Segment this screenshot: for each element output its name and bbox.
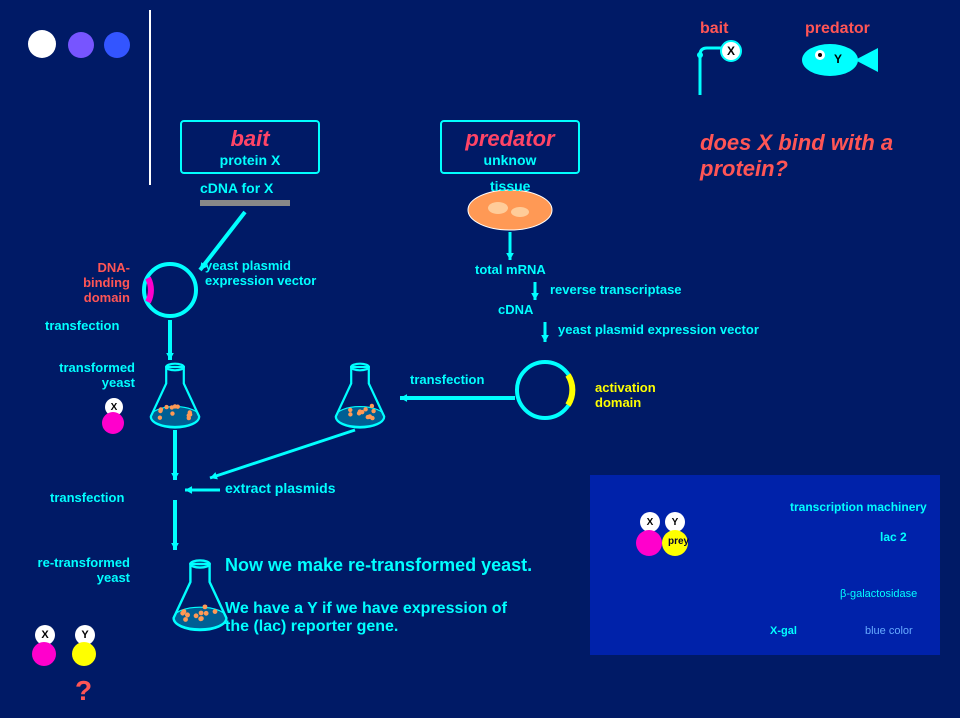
predator-title: predator <box>454 126 566 152</box>
x-bait-icon: X <box>720 40 742 62</box>
bottom-text-1: Now we make re-transformed yeast. <box>225 555 532 576</box>
magenta-dot-2 <box>32 642 56 666</box>
panel-y: Y <box>665 512 685 532</box>
panel-prey-label: prey <box>668 536 689 547</box>
panel-x: X <box>640 512 660 532</box>
decor-circle-blue <box>104 32 130 58</box>
yeast-plasmid-label-2: yeast plasmid expression vector <box>558 322 759 337</box>
re-transformed-yeast-label: re-transformed yeast <box>10 555 130 585</box>
dna-binding-domain-label: DNA- binding domain <box>50 260 130 305</box>
bait-title: bait <box>194 126 306 152</box>
extract-plasmids-label: extract plasmids <box>225 480 336 496</box>
blue-color-label: blue color <box>865 625 913 637</box>
decor-circle-white <box>28 30 56 58</box>
bait-sub: protein X <box>194 152 306 168</box>
transcription-machinery-label: transcription machinery <box>790 500 927 514</box>
y-fish-label: Y <box>834 52 842 66</box>
question-text: does X bind with a protein? <box>700 130 920 182</box>
xgal-label: X-gal <box>770 625 797 637</box>
predator-label-small: predator <box>805 20 870 38</box>
predator-sub: unknow <box>454 152 566 168</box>
bait-box: baitprotein X <box>180 120 320 174</box>
magenta-dot-1 <box>102 412 124 434</box>
total-mrna-label: total mRNA <box>475 262 546 277</box>
transformed-yeast-label: transformed yeast <box>35 360 135 390</box>
transfection-label-2: transfection <box>50 490 124 505</box>
transfection-label-1: transfection <box>45 318 119 333</box>
activation-domain-label: activation domain <box>595 380 685 410</box>
predator-box: predatorunknow <box>440 120 580 174</box>
tissue-label: tissue <box>490 178 530 194</box>
beta-gal-label: β-galactosidase <box>840 588 917 600</box>
cdna-for-x-label: cDNA for X <box>200 180 273 196</box>
decor-circle-purple <box>68 32 94 58</box>
yellow-dot-2 <box>72 642 96 666</box>
lac2-label: lac 2 <box>880 530 907 544</box>
question-mark: ? <box>75 675 92 707</box>
transfection-label-3: transfection <box>410 372 484 387</box>
reverse-transcriptase-label: reverse transcriptase <box>550 282 682 297</box>
yeast-plasmid-label-1: yeast plasmid expression vector <box>205 258 345 288</box>
cdna-label: cDNA <box>498 302 533 317</box>
bottom-text-2: We have a Y if we have expression of the… <box>225 600 565 636</box>
bait-label-small: bait <box>700 20 728 38</box>
panel-magenta <box>636 530 662 556</box>
